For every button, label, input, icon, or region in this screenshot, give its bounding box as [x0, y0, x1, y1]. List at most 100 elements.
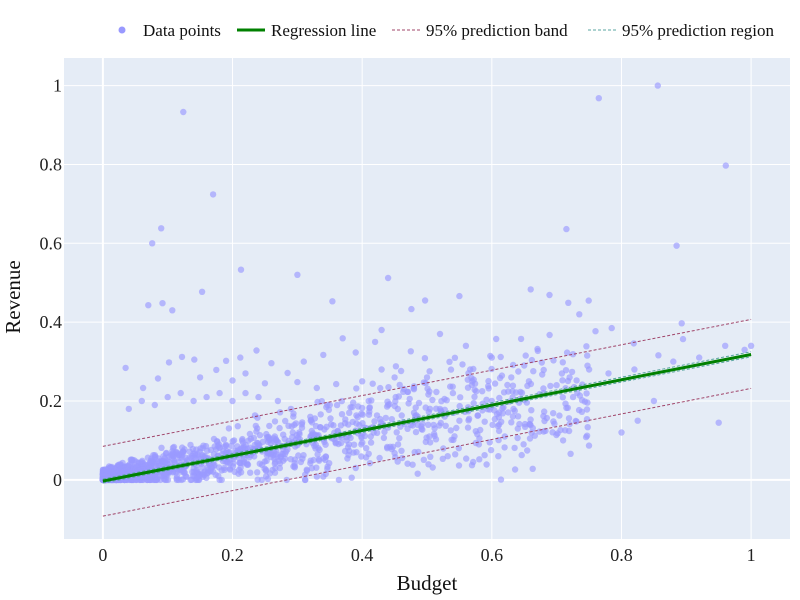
data-point	[565, 299, 572, 306]
data-point	[253, 347, 260, 354]
data-point	[421, 297, 429, 304]
data-point	[295, 452, 302, 459]
data-point	[715, 419, 722, 426]
data-point	[398, 447, 405, 454]
data-point	[496, 394, 503, 402]
data-point	[378, 366, 385, 373]
data-point	[251, 453, 258, 460]
data-point	[508, 419, 515, 426]
data-point	[489, 421, 496, 428]
data-point	[179, 476, 187, 483]
data-point	[504, 381, 511, 389]
data-point	[365, 450, 372, 457]
data-point	[491, 415, 498, 423]
data-point	[520, 441, 527, 448]
data-point	[216, 389, 223, 397]
data-point	[173, 476, 180, 484]
data-point	[154, 375, 162, 382]
data-point	[170, 456, 177, 463]
legend-points-marker	[118, 26, 126, 34]
data-point	[391, 449, 398, 457]
data-point	[410, 386, 418, 393]
data-point	[429, 464, 436, 471]
data-point	[358, 404, 366, 412]
data-point	[276, 464, 283, 472]
data-point	[412, 404, 419, 411]
data-point	[463, 455, 470, 462]
data-point	[193, 466, 200, 474]
data-point	[324, 463, 331, 470]
data-point	[410, 409, 418, 416]
data-point	[349, 404, 356, 411]
data-point	[479, 388, 486, 395]
data-point	[670, 358, 677, 365]
prediction-region-lower	[102, 356, 752, 484]
data-point	[546, 291, 553, 299]
data-point	[177, 389, 184, 397]
data-point	[180, 108, 187, 116]
data-point	[242, 370, 249, 377]
data-point	[239, 435, 246, 443]
data-point	[436, 405, 444, 413]
data-point	[584, 424, 591, 431]
data-point	[133, 476, 141, 483]
data-point	[193, 446, 200, 453]
data-point	[485, 382, 492, 390]
data-point	[741, 346, 748, 353]
data-point	[508, 374, 515, 381]
data-point	[339, 335, 346, 342]
data-point	[276, 460, 284, 467]
data-point	[178, 450, 185, 457]
data-point	[398, 412, 405, 419]
y-tick-label: 0.6	[40, 233, 63, 253]
data-point	[255, 393, 262, 401]
data-point	[236, 446, 244, 453]
data-point	[307, 459, 314, 467]
data-point	[497, 353, 504, 361]
data-point	[397, 367, 405, 375]
data-point	[429, 396, 436, 404]
data-point	[204, 469, 212, 476]
data-point	[465, 417, 472, 424]
data-point	[499, 410, 506, 417]
data-point	[220, 436, 228, 443]
data-point	[436, 422, 443, 429]
data-point	[487, 446, 495, 454]
data-point	[388, 416, 395, 423]
data-point	[451, 354, 459, 361]
data-point	[359, 378, 366, 385]
data-point	[540, 385, 547, 392]
fit-lines	[102, 318, 752, 517]
data-point	[170, 443, 178, 451]
data-point	[350, 441, 358, 448]
data-point	[376, 454, 383, 462]
data-point	[605, 370, 612, 377]
data-point	[747, 342, 755, 349]
data-point	[268, 360, 275, 367]
data-point	[559, 394, 566, 401]
data-point	[358, 441, 365, 448]
data-point	[270, 435, 278, 442]
data-point	[556, 412, 563, 419]
legend-points-label: Data points	[143, 21, 221, 40]
data-point	[456, 417, 463, 424]
data-point	[573, 377, 580, 384]
data-point	[418, 423, 425, 430]
data-point	[654, 82, 661, 89]
data-point	[440, 445, 447, 452]
data-point	[317, 424, 324, 431]
y-tick-label: 0.8	[40, 154, 63, 174]
data-point	[371, 418, 378, 425]
data-point	[493, 335, 500, 343]
data-point	[159, 458, 166, 465]
data-point	[271, 460, 278, 467]
data-point	[426, 368, 433, 375]
prediction-region-upper	[102, 351, 752, 480]
data-point	[509, 361, 517, 369]
data-point	[592, 328, 599, 335]
data-point	[254, 425, 261, 432]
data-point	[565, 415, 573, 422]
data-point	[199, 473, 207, 481]
data-point	[394, 405, 401, 413]
data-point	[394, 441, 402, 448]
